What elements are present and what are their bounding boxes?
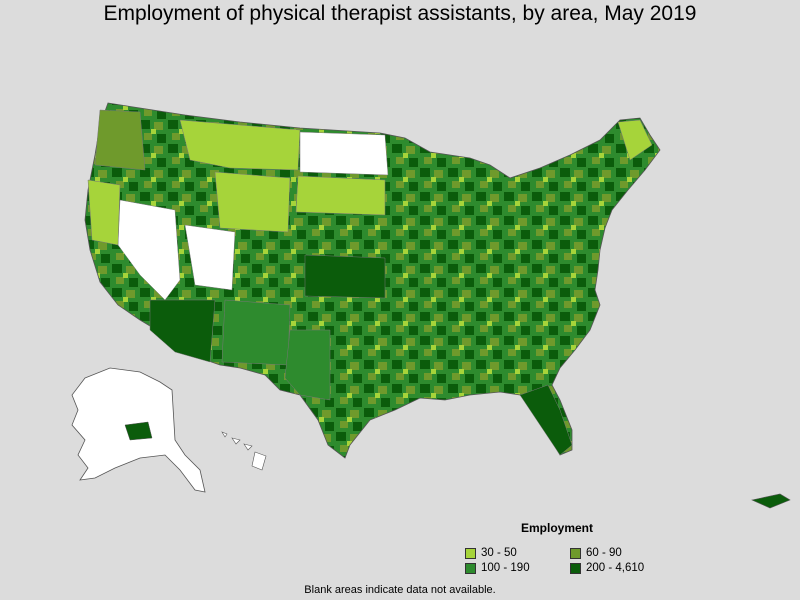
- region-west-texas: [284, 329, 331, 401]
- region-new-mexico: [221, 299, 291, 366]
- region-arizona: [149, 299, 216, 363]
- legend-swatch: [465, 562, 476, 574]
- region-south-dakota: [295, 175, 386, 216]
- region-kansas: [304, 254, 386, 299]
- region-northern-maine: [617, 119, 653, 161]
- lower-48: [84, 102, 661, 459]
- legend-item-30-50: 30 - 50: [465, 546, 517, 560]
- region-utah: [184, 224, 236, 291]
- legend-item-60-90: 60 - 90: [570, 546, 622, 560]
- legend-label: 200 - 4,610: [586, 562, 645, 574]
- footnote: Blank areas indicate data not available.: [304, 584, 496, 596]
- region-northern-california: [87, 179, 121, 246]
- region-wyoming: [214, 171, 291, 233]
- legend-item-100-190: 100 - 190: [465, 561, 530, 575]
- legend-swatch: [465, 547, 476, 559]
- legend-swatch: [570, 562, 581, 574]
- region-montana: [179, 119, 301, 171]
- legend-item-200-4610: 200 - 4,610: [570, 561, 644, 575]
- legend-label: 100 - 190: [481, 562, 530, 574]
- legend-title: Employment: [521, 521, 594, 535]
- region-florida: [519, 384, 573, 456]
- region-pacific-northwest: [94, 109, 146, 171]
- legend-swatch: [570, 547, 581, 559]
- puerto-rico: [751, 493, 791, 509]
- region-north-dakota: [299, 131, 389, 176]
- legend-label: 30 - 50: [481, 547, 517, 559]
- legend-label: 60 - 90: [586, 547, 622, 559]
- hawaii: [221, 431, 267, 471]
- map-title: Employment of physical therapist assista…: [103, 2, 697, 25]
- alaska-anchorage-area: [124, 421, 153, 441]
